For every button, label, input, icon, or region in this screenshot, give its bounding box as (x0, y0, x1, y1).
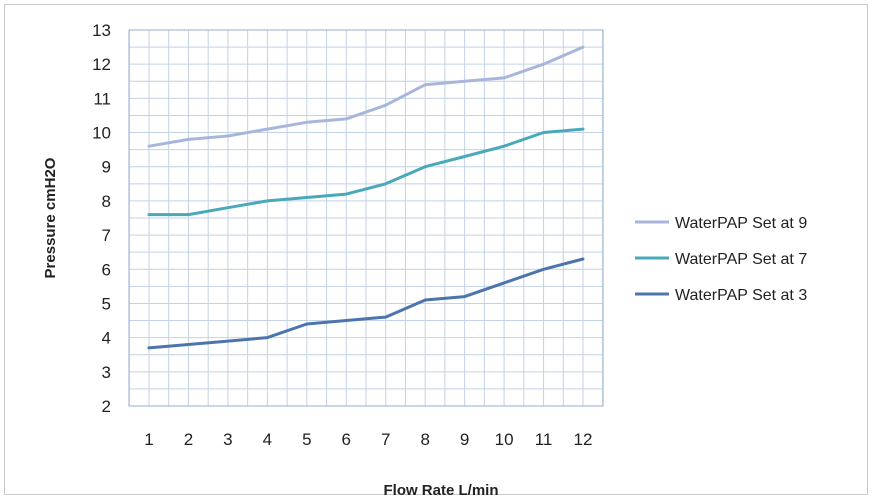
legend-label: WaterPAP Set at 9 (675, 215, 807, 232)
x-tick-label: 6 (342, 430, 351, 449)
y-axis-title: Pressure cmH2O (42, 157, 59, 278)
y-tick-label: 13 (92, 21, 111, 40)
legend-label: WaterPAP Set at 7 (675, 251, 807, 268)
x-tick-label: 10 (495, 430, 514, 449)
y-tick-label: 10 (92, 124, 111, 143)
x-tick-label: 4 (263, 430, 272, 449)
series-line-1 (147, 45, 585, 148)
x-tick-label: 7 (381, 430, 390, 449)
x-tick-label: 12 (574, 430, 593, 449)
y-tick-label: 5 (102, 294, 111, 313)
y-tick-label: 4 (102, 329, 111, 348)
y-tick-label: 11 (93, 89, 111, 108)
y-tick-label: 6 (102, 260, 111, 279)
x-tick-label: 8 (420, 430, 429, 449)
x-tick-label: 2 (184, 430, 193, 449)
x-axis-title: Flow Rate L/min (383, 482, 498, 496)
series-line-3 (147, 257, 585, 350)
x-tick-label: 9 (460, 430, 469, 449)
x-tick-label: 3 (223, 430, 232, 449)
chart-frame: 2 3 4 5 6 7 8 9 10 11 12 13 1 2 3 4 5 6 7 8 9 10 11 12 WaterPAP… (4, 4, 868, 496)
x-tick-label: 1 (144, 430, 153, 449)
y-tick-label: 12 (92, 55, 111, 74)
legend-label: WaterPAP Set at 3 (675, 287, 807, 304)
y-tick-label: 9 (102, 158, 111, 177)
y-tick-label: 8 (102, 192, 111, 211)
y-tick-label: 3 (102, 363, 111, 382)
plot-border (128, 29, 604, 407)
x-tick-label: 11 (535, 430, 553, 449)
y-tick-label: 7 (102, 226, 111, 245)
y-tick-label: 2 (102, 397, 111, 416)
x-tick-label: 5 (302, 430, 311, 449)
series-line-2 (147, 127, 585, 217)
